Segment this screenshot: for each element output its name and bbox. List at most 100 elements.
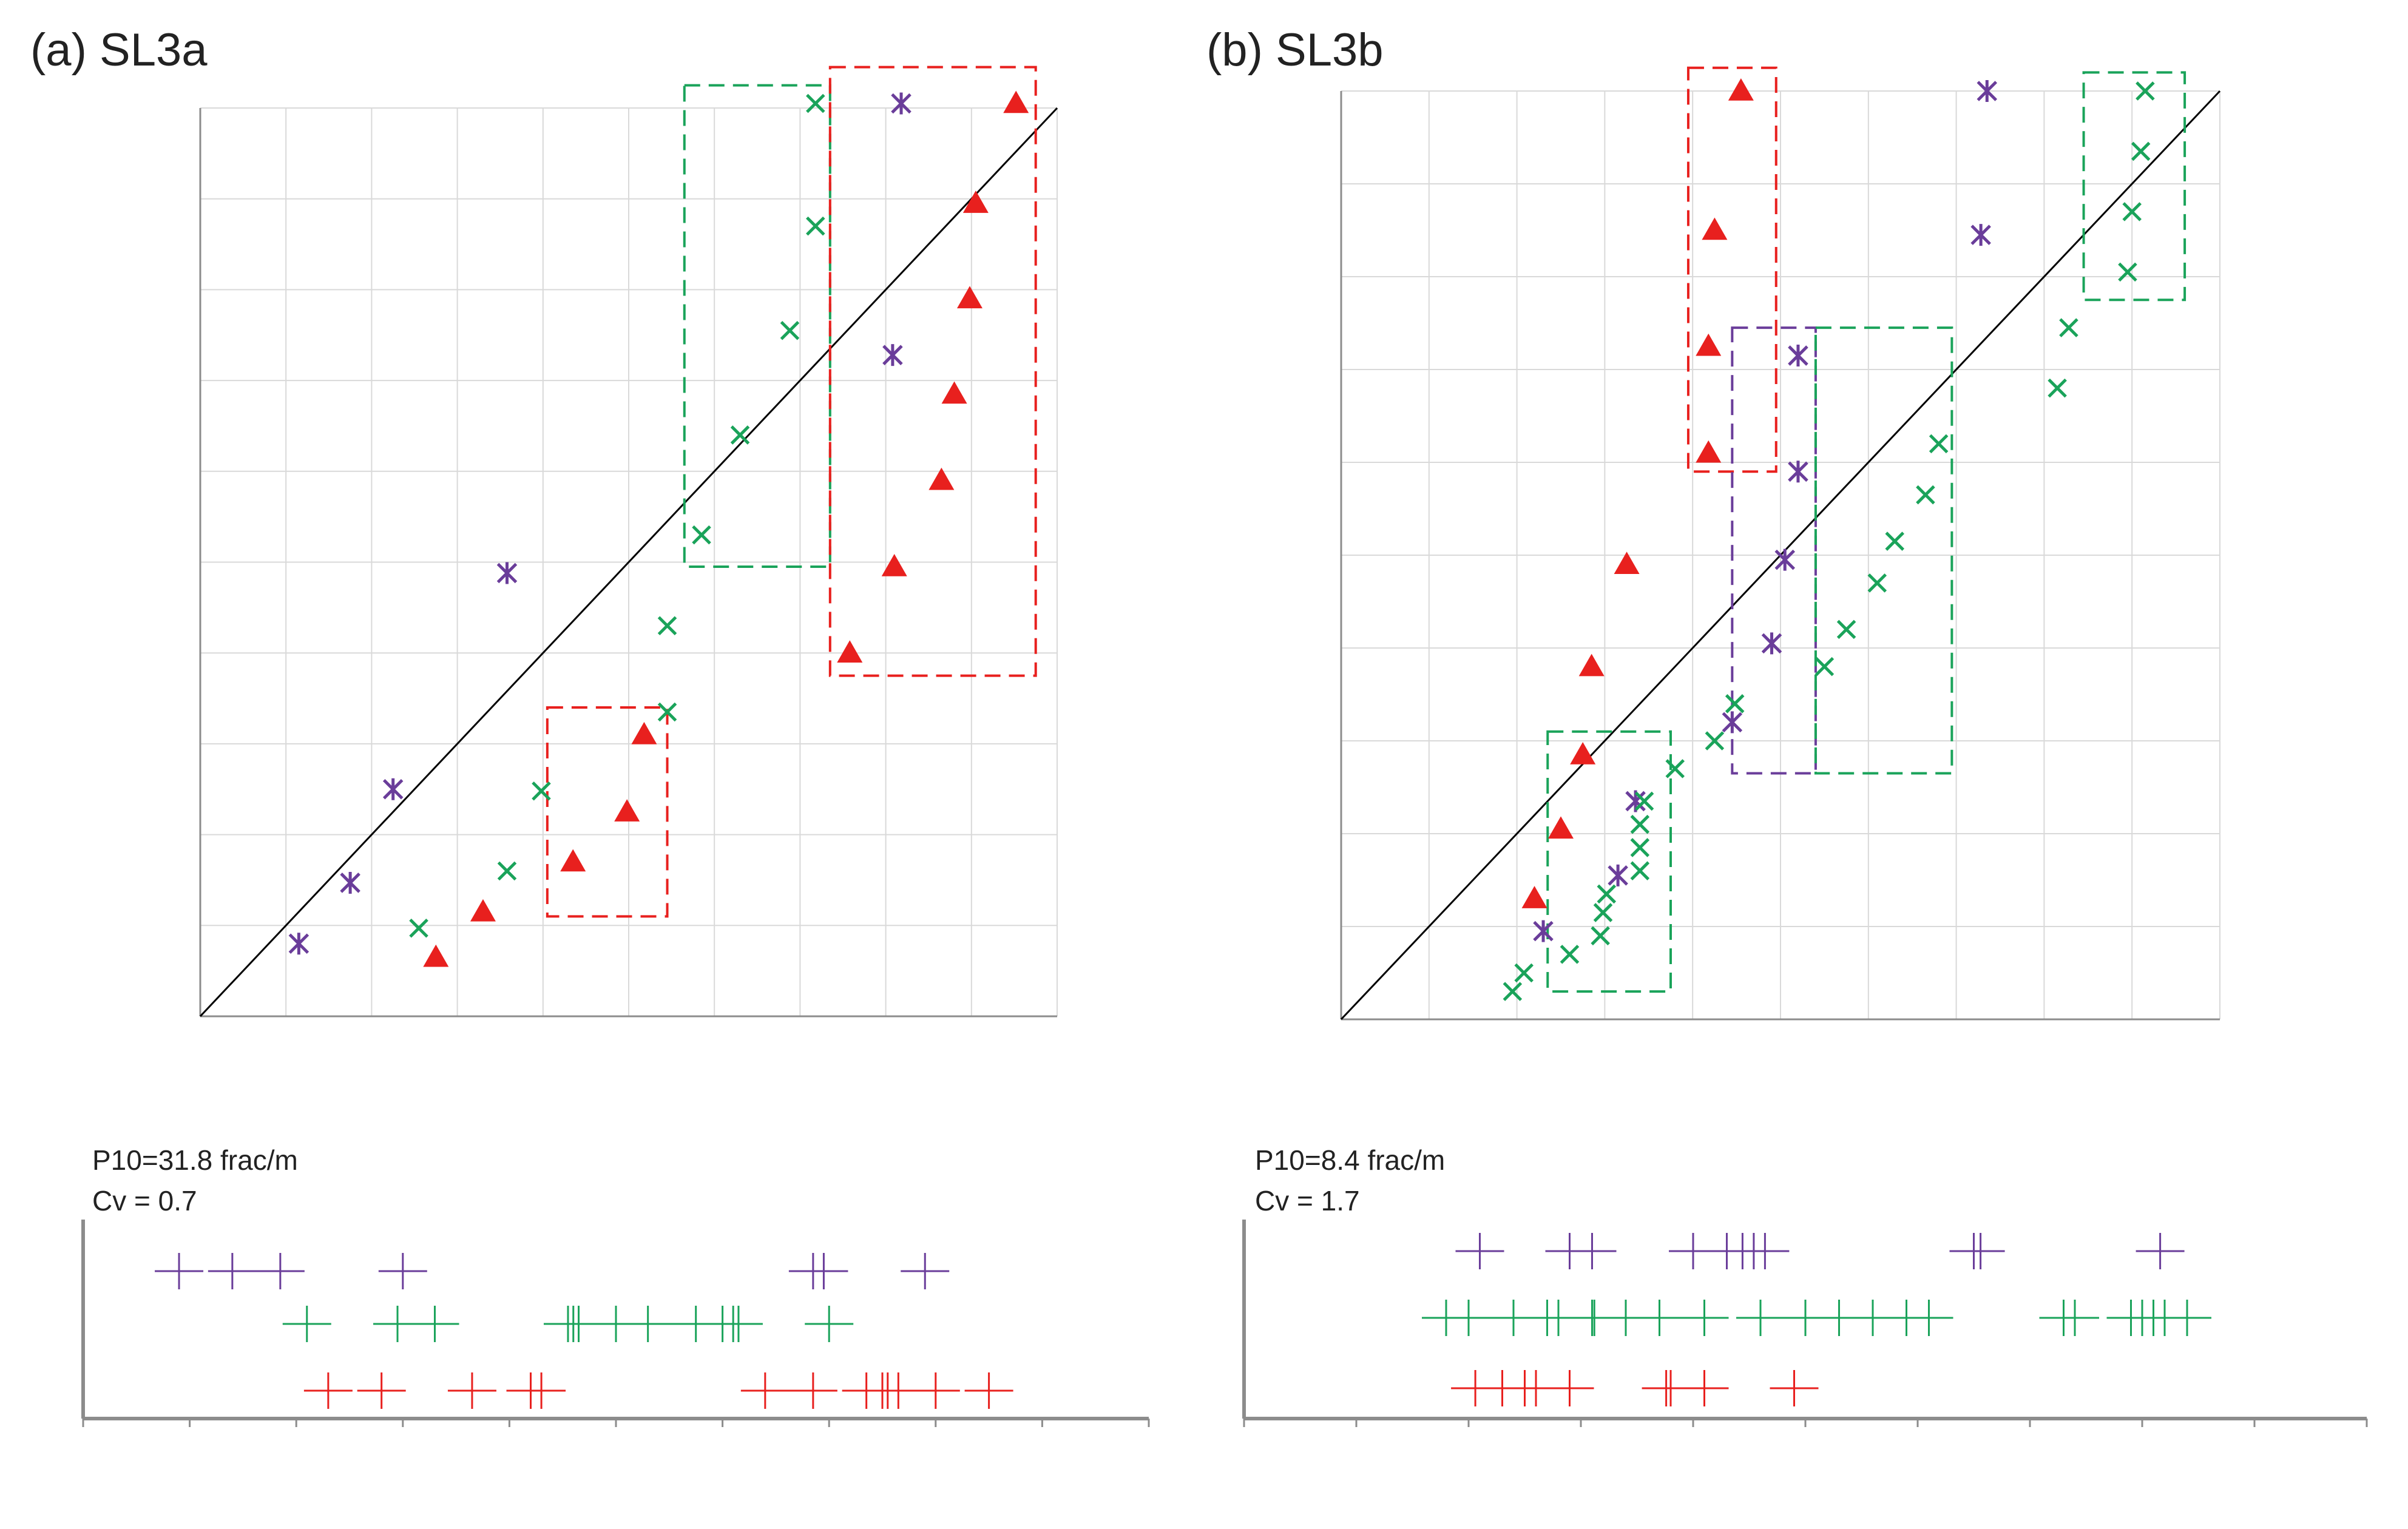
chart-b-cumulative xyxy=(1340,66,2221,1021)
point-green-x xyxy=(1916,485,1935,505)
point-red-triangle xyxy=(614,799,640,822)
point-green-x xyxy=(730,425,750,445)
point-red-triangle xyxy=(470,899,496,922)
fracture-mark-red xyxy=(911,1372,960,1409)
fracture-mark-purple xyxy=(255,1253,305,1289)
fracture-mark-red xyxy=(517,1372,566,1409)
point-green-x xyxy=(1929,434,1949,454)
point-green-x xyxy=(1725,694,1745,714)
fracture-mark-purple xyxy=(155,1253,204,1289)
fracture-mark-green xyxy=(714,1306,763,1342)
point-red-triangle xyxy=(423,944,449,967)
point-green-x xyxy=(409,919,428,938)
panel-b-p10: P10=8.4 frac/m xyxy=(1255,1144,1445,1176)
point-purple-asterisk xyxy=(1788,345,1808,367)
point-red-triangle xyxy=(1696,333,1722,356)
point-green-x xyxy=(1560,945,1580,964)
point-red-triangle xyxy=(881,553,907,576)
fracture-mark-purple xyxy=(208,1253,257,1289)
point-green-x xyxy=(2059,318,2078,337)
point-red-triangle xyxy=(631,721,657,744)
point-green-x xyxy=(806,93,825,113)
point-green-x xyxy=(692,525,711,545)
point-purple-asterisk xyxy=(1608,864,1628,886)
point-green-x xyxy=(1630,838,1650,857)
point-purple-asterisk xyxy=(496,562,518,584)
point-green-x xyxy=(1634,791,1654,811)
fracture-mark-green xyxy=(1904,1300,1953,1336)
panel-a-heading: (a) SL3a xyxy=(30,24,208,76)
chart-a-cumulative xyxy=(199,66,1058,1018)
fracture-mark-red xyxy=(303,1372,353,1409)
fracture-mark-purple xyxy=(378,1253,427,1289)
point-green-x xyxy=(1665,759,1685,778)
point-green-x xyxy=(1630,814,1650,834)
fracture-mark-purple xyxy=(799,1253,848,1289)
fracture-mark-green xyxy=(805,1306,854,1342)
panel-a-p10: P10=31.8 frac/m xyxy=(92,1144,298,1176)
fracture-mark-purple xyxy=(2136,1233,2185,1269)
point-red-triangle xyxy=(1570,741,1596,764)
fracture-mark-red xyxy=(964,1372,1013,1409)
point-red-triangle xyxy=(1614,552,1640,575)
point-green-x xyxy=(1885,532,1905,551)
fracture-mark-purple xyxy=(1740,1233,1790,1269)
point-green-x xyxy=(1705,731,1725,751)
highlight-box-2 xyxy=(1686,66,1777,473)
point-green-x xyxy=(2048,378,2067,398)
chart-b-scanline xyxy=(1242,1220,2368,1427)
point-purple-asterisk xyxy=(1533,920,1554,942)
chart-a-scanline xyxy=(81,1220,1150,1427)
point-purple-asterisk xyxy=(891,92,911,115)
fracture-mark-red xyxy=(1770,1370,1819,1406)
point-green-x xyxy=(1597,884,1617,904)
point-red-triangle xyxy=(956,286,982,309)
point-green-x xyxy=(1630,861,1650,880)
fracture-mark-green xyxy=(1736,1300,1785,1336)
point-red-triangle xyxy=(1728,78,1754,101)
fracture-mark-green xyxy=(282,1306,331,1342)
highlight-box-2 xyxy=(683,84,831,568)
point-green-x xyxy=(2136,81,2155,101)
point-red-triangle xyxy=(1696,440,1722,463)
point-green-x xyxy=(1503,982,1523,1001)
highlight-box-3 xyxy=(1731,326,1817,775)
point-red-triangle xyxy=(1702,217,1728,240)
point-green-x xyxy=(2118,262,2137,282)
fracture-mark-purple xyxy=(901,1253,950,1289)
point-green-x xyxy=(657,702,677,722)
point-red-triangle xyxy=(962,191,989,213)
point-red-triangle xyxy=(1521,886,1547,908)
fracture-mark-red xyxy=(447,1372,496,1409)
fracture-mark-purple xyxy=(1568,1233,1617,1269)
point-green-x xyxy=(657,616,677,636)
fracture-mark-green xyxy=(2051,1300,2099,1336)
point-red-triangle xyxy=(928,467,955,490)
fracture-mark-red xyxy=(357,1372,406,1409)
point-green-x xyxy=(2131,141,2151,161)
point-green-x xyxy=(1591,926,1610,946)
point-red-triangle xyxy=(560,849,586,872)
point-purple-asterisk xyxy=(382,778,404,800)
highlight-box-1 xyxy=(1546,730,1672,993)
point-green-x xyxy=(1593,903,1613,922)
point-purple-asterisk xyxy=(1774,548,1796,571)
uniform-distribution-line xyxy=(199,107,1058,1018)
point-purple-asterisk xyxy=(1970,224,1991,246)
point-green-x xyxy=(806,216,825,236)
point-red-triangle xyxy=(1548,816,1574,839)
point-purple-asterisk xyxy=(1761,632,1782,655)
fracture-mark-green xyxy=(410,1306,459,1342)
fracture-mark-purple xyxy=(1455,1233,1504,1269)
fracture-mark-purple xyxy=(1956,1233,2005,1269)
fracture-mark-red xyxy=(1545,1370,1594,1406)
panel-a-cv: Cv = 0.7 xyxy=(92,1185,197,1217)
fracture-mark-green xyxy=(1444,1300,1493,1336)
point-green-x xyxy=(2122,202,2142,221)
panel-b-cv: Cv = 1.7 xyxy=(1255,1185,1360,1217)
point-red-triangle xyxy=(941,381,967,404)
highlight-box-3 xyxy=(828,66,1037,677)
point-red-triangle xyxy=(1003,90,1029,113)
fracture-mark-green xyxy=(1635,1300,1684,1336)
